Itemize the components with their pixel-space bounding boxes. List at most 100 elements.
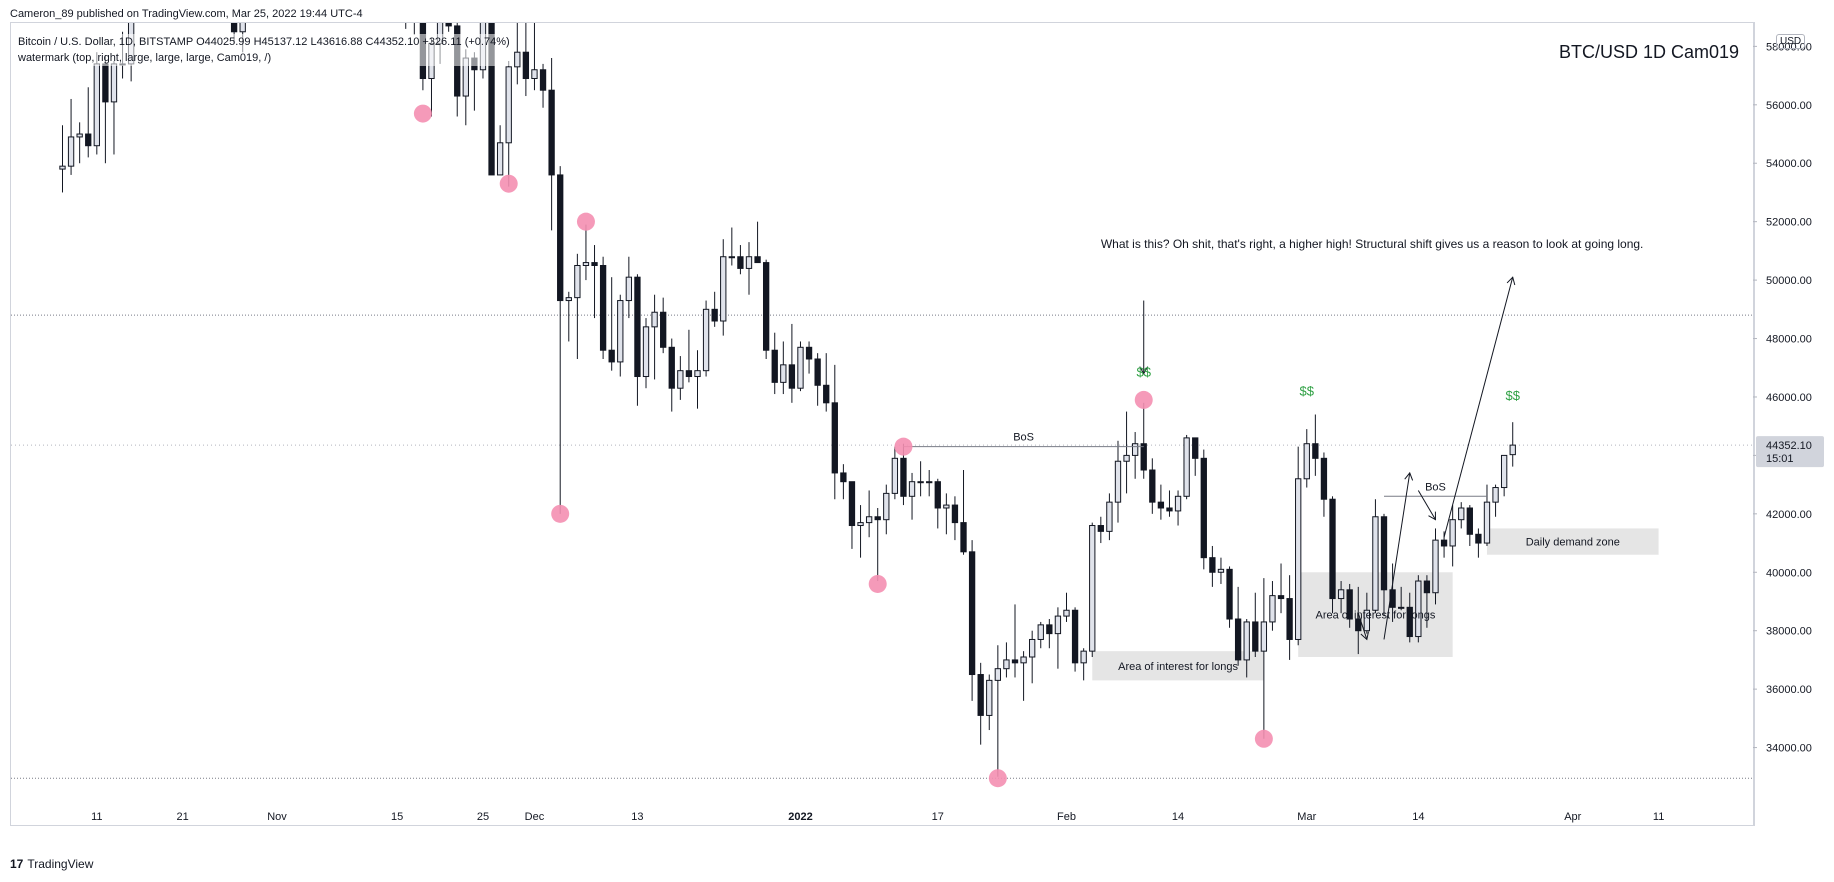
candle-up xyxy=(531,69,538,80)
candle-down xyxy=(539,69,547,91)
candle-down xyxy=(445,23,452,27)
pivot-marker xyxy=(894,437,913,456)
candle-down xyxy=(1440,539,1448,547)
candle-down xyxy=(1423,580,1431,594)
y-tick-label: 34000.00 xyxy=(1766,743,1812,755)
x-tick-label: Apr xyxy=(1564,811,1581,823)
demand-zone xyxy=(1486,528,1659,555)
x-tick-label: 11 xyxy=(1653,811,1664,823)
publisher-line: Cameron_89 published on TradingView.com,… xyxy=(10,8,363,20)
candle-down xyxy=(1286,598,1293,640)
x-tick-label: 17 xyxy=(932,811,944,823)
candle-down xyxy=(1192,437,1199,459)
tradingview-logo-icon: 17 xyxy=(10,857,24,871)
candle-up xyxy=(1509,444,1516,456)
zone-label: Daily demand zone xyxy=(1526,537,1620,549)
candle-down xyxy=(1011,659,1019,664)
candle-up xyxy=(702,308,710,372)
candle-down xyxy=(711,308,718,322)
candle-up xyxy=(1415,580,1422,638)
candle-up xyxy=(891,457,899,494)
x-tick-label: 13 xyxy=(631,811,643,823)
x-tick-label: Nov xyxy=(267,811,287,823)
x-tick-label: Mar xyxy=(1297,811,1316,823)
candle-down xyxy=(488,23,495,176)
candle-down xyxy=(1071,609,1079,664)
x-tick-label: 14 xyxy=(1412,811,1424,823)
candle-down xyxy=(85,133,92,147)
candle-down xyxy=(608,349,615,363)
candle-up xyxy=(1089,525,1096,652)
candle-down xyxy=(668,346,675,389)
pivot-marker xyxy=(551,504,570,523)
candle-down xyxy=(1157,501,1165,509)
candle-up xyxy=(67,136,75,167)
x-tick-label: 25 xyxy=(477,811,489,823)
candle-down xyxy=(599,264,607,351)
candle-up xyxy=(1123,454,1130,462)
candle-up xyxy=(1260,621,1268,652)
y-tick-label: 48000.00 xyxy=(1766,334,1812,346)
chart-watermark: BTC/USD 1D Cam019 xyxy=(1558,42,1739,62)
candle-down xyxy=(634,276,641,378)
candle-up xyxy=(1458,507,1465,521)
candle-up xyxy=(1106,501,1113,532)
candle-up xyxy=(1054,615,1062,635)
annotation-arrow xyxy=(1417,490,1437,521)
indicator-line: watermark (top, right, large, large, lar… xyxy=(18,52,272,64)
candle-up xyxy=(651,311,658,328)
candle-up xyxy=(1131,443,1139,456)
candle-up xyxy=(1372,516,1379,611)
candle-up xyxy=(1003,659,1010,670)
currency-badge[interactable]: USD xyxy=(1776,34,1806,49)
pivot-marker xyxy=(576,212,595,231)
candle-up xyxy=(728,256,735,259)
candle-up xyxy=(565,297,572,302)
candle-down xyxy=(1209,557,1216,573)
y-tick-label: 42000.00 xyxy=(1766,509,1812,521)
candle-down xyxy=(1320,457,1328,500)
candle-down xyxy=(805,346,813,360)
candle-down xyxy=(591,262,598,266)
candle-down xyxy=(934,481,941,509)
bos-label: BoS xyxy=(1425,481,1446,493)
bos-label: BoS xyxy=(1013,432,1034,444)
x-tick-label: 2022 xyxy=(788,811,812,823)
pivot-marker xyxy=(1254,729,1273,748)
candle-up xyxy=(76,133,83,138)
last-price-countdown: 15:01 xyxy=(1766,453,1794,465)
candle-up xyxy=(93,63,100,147)
candle-down xyxy=(814,358,821,386)
candle-down xyxy=(522,51,530,80)
y-tick-label: 38000.00 xyxy=(1766,626,1812,638)
candle-up xyxy=(780,364,787,383)
candle-down xyxy=(1329,498,1336,600)
candle-up xyxy=(926,481,933,484)
y-tick-label: 52000.00 xyxy=(1766,217,1812,229)
candle-up xyxy=(1114,460,1122,503)
candle-up xyxy=(883,492,890,521)
candle-up xyxy=(239,23,246,33)
candle-down xyxy=(1466,507,1473,535)
candle-up xyxy=(1483,501,1491,544)
candle-up xyxy=(1174,495,1182,512)
candle-up xyxy=(1398,606,1405,609)
candle-up xyxy=(496,142,504,176)
candle-down xyxy=(1406,606,1413,638)
candle-down xyxy=(1166,507,1173,512)
candle-up xyxy=(59,165,66,170)
y-tick-label: 46000.00 xyxy=(1766,392,1812,404)
candle-down xyxy=(1200,457,1207,559)
annotation-arrow xyxy=(1383,471,1414,640)
candle-up xyxy=(642,326,650,378)
footer: 17 TradingView xyxy=(10,857,93,871)
candle-up xyxy=(986,679,993,716)
liquidity-dollar-label: $$ xyxy=(1505,388,1520,403)
zone-label: Area of interest for longs xyxy=(1118,661,1238,673)
candle-down xyxy=(960,522,967,553)
candle-up xyxy=(617,300,624,363)
candle-up xyxy=(908,481,916,497)
candle-down xyxy=(1097,525,1104,532)
candle-up xyxy=(1449,519,1456,547)
